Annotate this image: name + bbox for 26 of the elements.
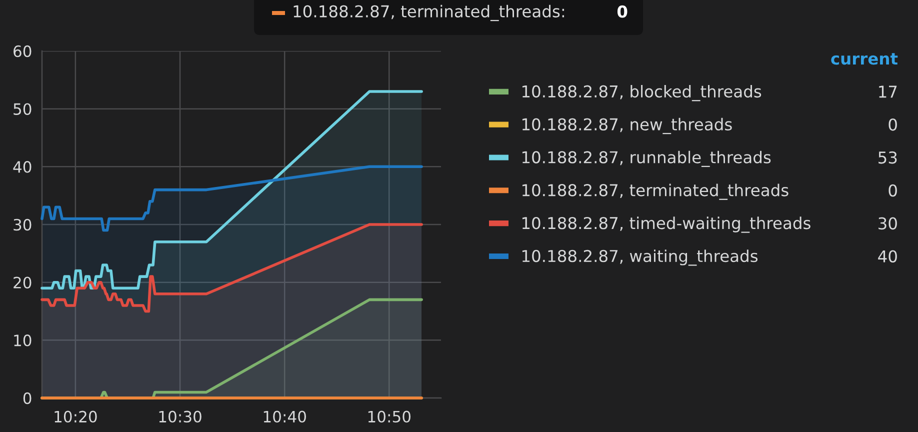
legend-label: 10.188.2.87, terminated_threads	[522, 184, 788, 200]
y-tick-label: 20	[14, 276, 32, 288]
x-tick-label: 10:20	[54, 410, 97, 423]
y-tick-label: 30	[14, 218, 32, 231]
y-tick-label: 0	[23, 392, 32, 404]
legend-label: 10.188.2.87, timed-waiting_threads	[522, 216, 810, 233]
y-tick-label: 50	[14, 103, 32, 115]
legend-label: 10.188.2.87, waiting_threads	[522, 250, 758, 266]
y-tick-label: 40	[13, 161, 32, 173]
x-tick-label: 10:50	[368, 410, 410, 423]
x-tick-label: 10:40	[264, 410, 306, 423]
y-tick-label: 10	[14, 334, 32, 346]
legend-label: 10.188.2.87, runnable_threads	[522, 150, 771, 168]
text: 10.188.2.87, terminated_threads:	[294, 4, 564, 22]
legend-label: 10.188.2.87, new_threads	[522, 118, 732, 134]
x-tick-label: 10:30	[159, 410, 202, 423]
text: 53	[878, 151, 897, 164]
text: 40	[878, 250, 897, 263]
legend-title: current	[831, 53, 898, 65]
text: 17	[879, 86, 897, 98]
legend-label: 10.188.2.87, blocked_threads	[522, 85, 762, 102]
text: 0	[888, 184, 897, 197]
text: 0	[888, 118, 897, 131]
y-tick-label: 60	[14, 45, 32, 58]
text: 30	[878, 217, 897, 230]
text: 0	[617, 5, 628, 18]
